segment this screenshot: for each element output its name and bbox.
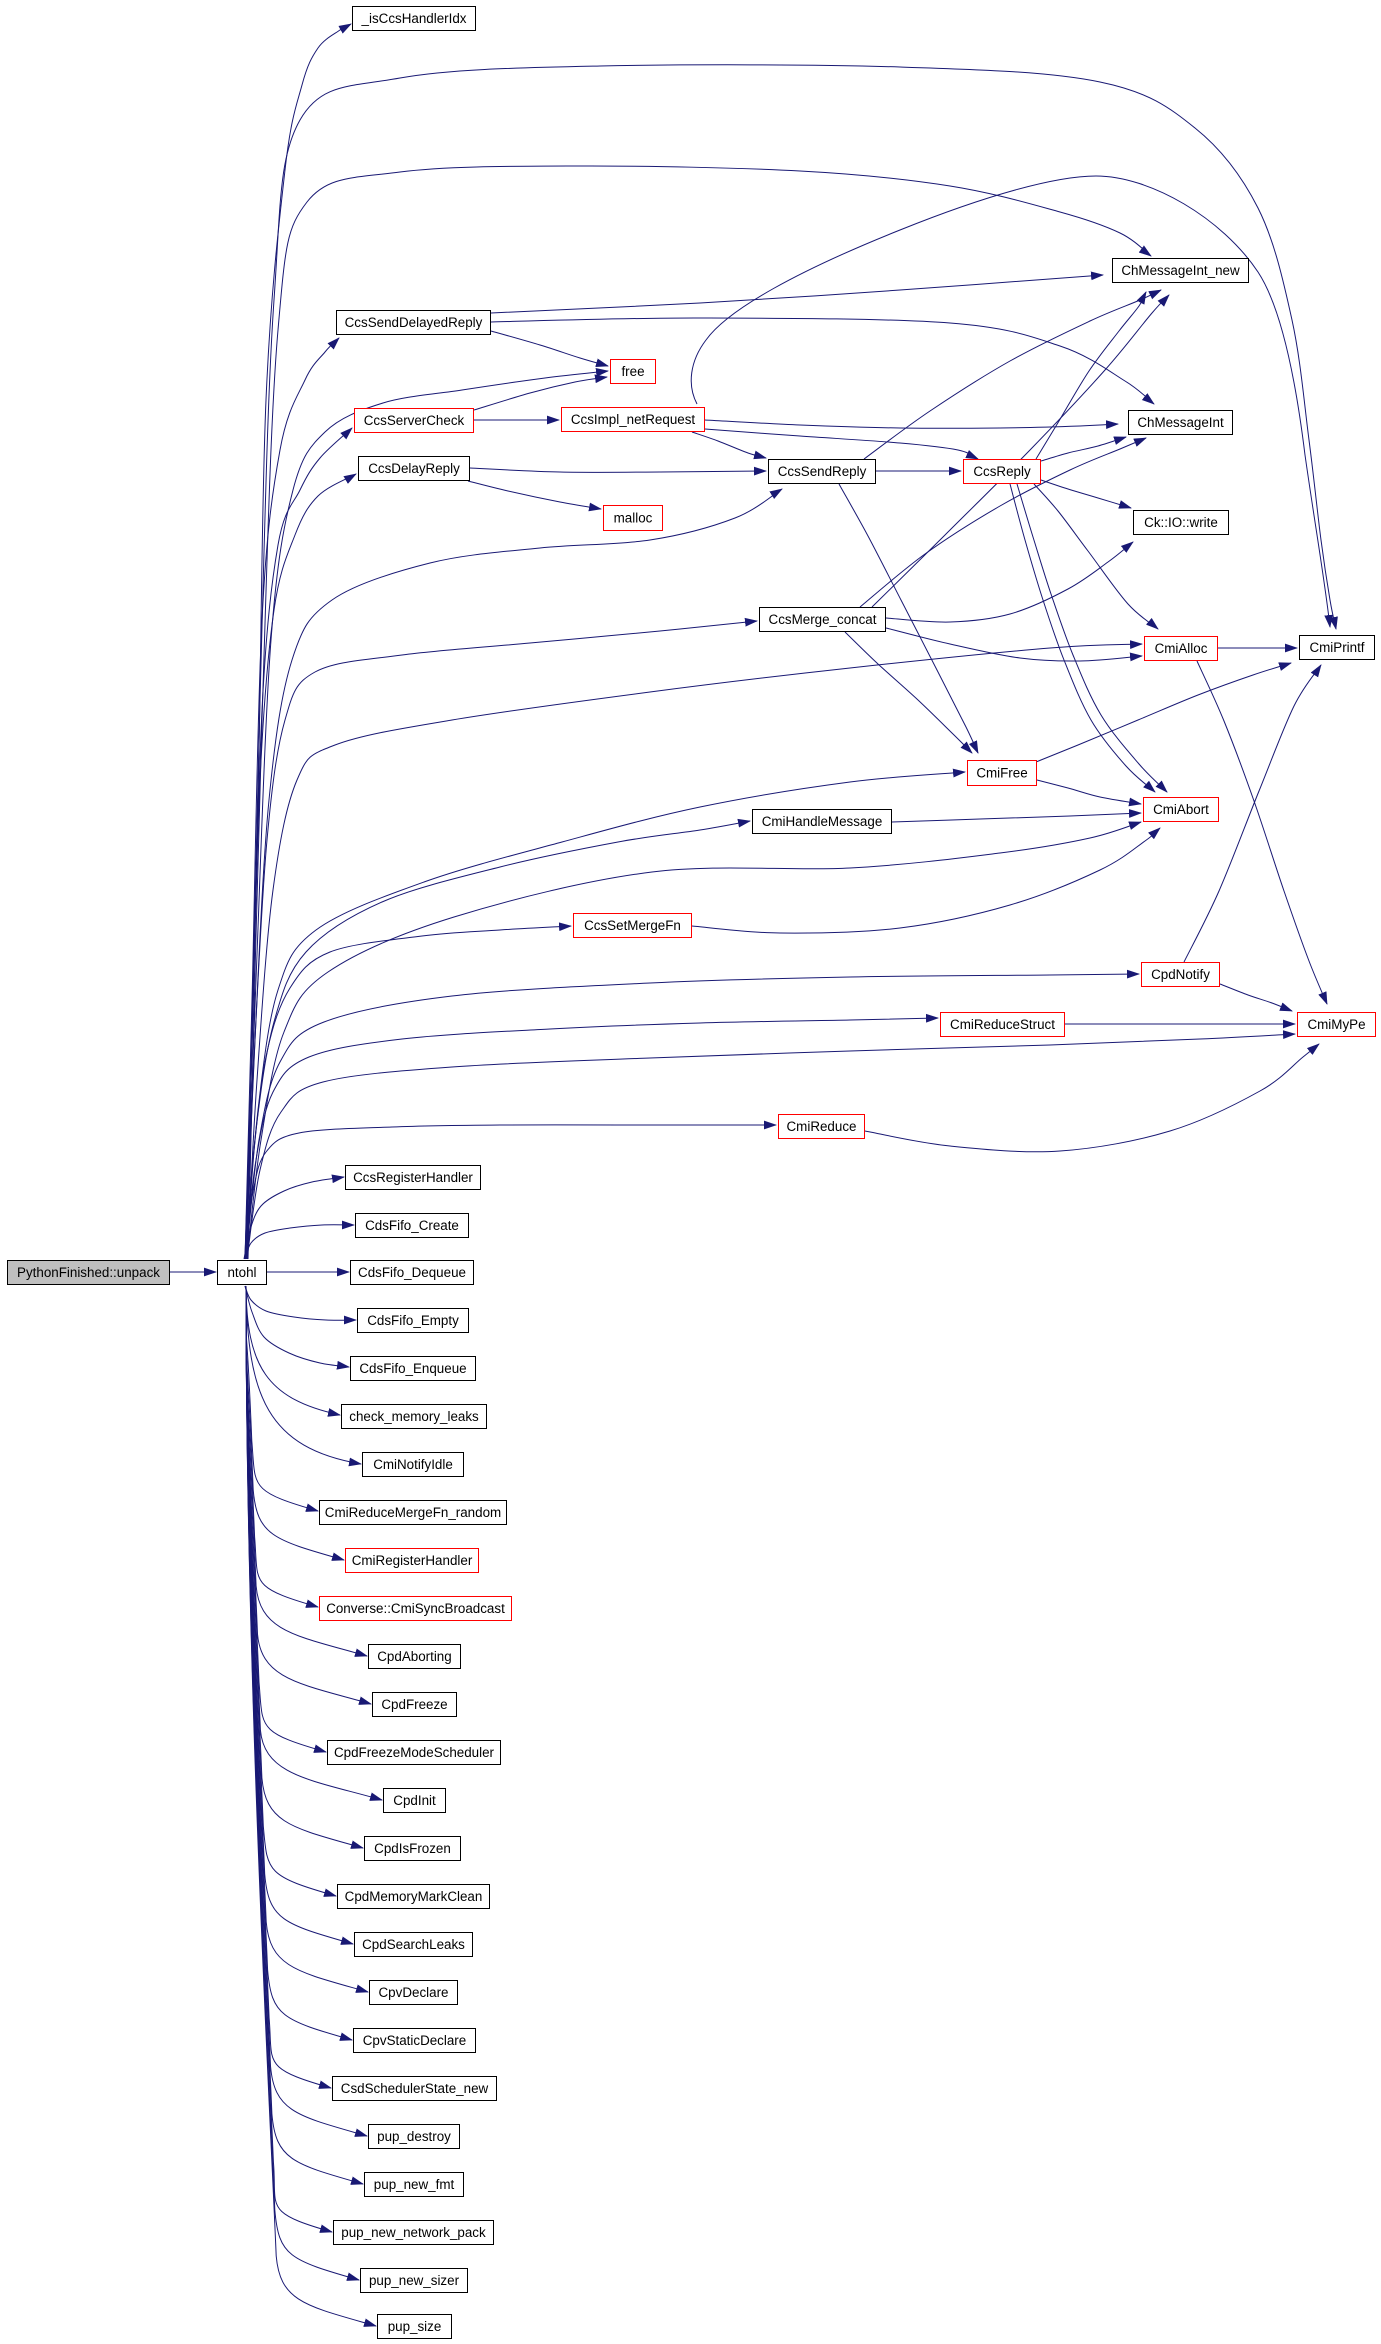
svg-text:CmiReduceMergeFn_random: CmiReduceMergeFn_random xyxy=(325,1505,501,1520)
svg-text:malloc: malloc xyxy=(614,510,653,525)
svg-text:Converse::CmiSyncBroadcast: Converse::CmiSyncBroadcast xyxy=(326,1601,505,1616)
svg-text:ChMessageInt_new: ChMessageInt_new xyxy=(1121,263,1240,278)
svg-text:CcsSendReply: CcsSendReply xyxy=(778,464,867,479)
svg-text:pup_new_network_pack: pup_new_network_pack xyxy=(341,2225,486,2240)
svg-text:CdsFifo_Empty: CdsFifo_Empty xyxy=(367,1313,459,1328)
svg-text:CmiPrintf: CmiPrintf xyxy=(1309,640,1364,655)
svg-text:CmiReduceStruct: CmiReduceStruct xyxy=(950,1017,1055,1032)
svg-text:CpdFreeze: CpdFreeze xyxy=(381,1697,447,1712)
svg-text:CpdMemoryMarkClean: CpdMemoryMarkClean xyxy=(345,1889,483,1904)
svg-text:pup_new_fmt: pup_new_fmt xyxy=(374,2177,455,2192)
svg-text:_isCcsHandlerIdx: _isCcsHandlerIdx xyxy=(361,11,467,26)
svg-text:CcsDelayReply: CcsDelayReply xyxy=(368,461,460,476)
svg-text:pup_size: pup_size xyxy=(388,2319,442,2334)
svg-text:CpdFreezeModeScheduler: CpdFreezeModeScheduler xyxy=(334,1745,495,1760)
svg-text:CdsFifo_Dequeue: CdsFifo_Dequeue xyxy=(358,1265,466,1280)
svg-text:free: free xyxy=(621,364,644,379)
svg-text:CdsFifo_Create: CdsFifo_Create xyxy=(365,1218,459,1233)
svg-text:CpvDeclare: CpvDeclare xyxy=(379,1985,449,2000)
svg-text:CmiAlloc: CmiAlloc xyxy=(1155,641,1208,656)
svg-text:CmiRegisterHandler: CmiRegisterHandler xyxy=(352,1553,473,1568)
svg-text:CpdIsFrozen: CpdIsFrozen xyxy=(374,1841,451,1856)
svg-text:CmiFree: CmiFree xyxy=(976,765,1027,780)
svg-text:Ck::IO::write: Ck::IO::write xyxy=(1144,515,1218,530)
svg-text:CcsRegisterHandler: CcsRegisterHandler xyxy=(353,1170,473,1185)
svg-text:CmiHandleMessage: CmiHandleMessage xyxy=(762,814,883,829)
svg-text:CcsMerge_concat: CcsMerge_concat xyxy=(769,612,877,627)
svg-text:ntohl: ntohl xyxy=(227,1265,256,1280)
svg-text:CcsReply: CcsReply xyxy=(973,464,1031,479)
svg-text:pup_destroy: pup_destroy xyxy=(377,2129,451,2144)
svg-text:CmiAbort: CmiAbort xyxy=(1153,802,1209,817)
svg-text:CpvStaticDeclare: CpvStaticDeclare xyxy=(363,2033,466,2048)
svg-text:CdsFifo_Enqueue: CdsFifo_Enqueue xyxy=(359,1361,466,1376)
svg-text:CpdSearchLeaks: CpdSearchLeaks xyxy=(362,1937,465,1952)
svg-text:CcsImpl_netRequest: CcsImpl_netRequest xyxy=(571,412,696,427)
svg-text:CcsSendDelayedReply: CcsSendDelayedReply xyxy=(345,315,483,330)
svg-text:CpdInit: CpdInit xyxy=(393,1793,436,1808)
svg-text:CsdSchedulerState_new: CsdSchedulerState_new xyxy=(341,2081,489,2096)
svg-text:check_memory_leaks: check_memory_leaks xyxy=(349,1409,479,1424)
svg-text:pup_new_sizer: pup_new_sizer xyxy=(369,2273,460,2288)
svg-text:CcsSetMergeFn: CcsSetMergeFn xyxy=(584,918,681,933)
svg-text:PythonFinished::unpack: PythonFinished::unpack xyxy=(17,1265,160,1280)
svg-text:CpdNotify: CpdNotify xyxy=(1151,967,1210,982)
svg-text:CmiReduce: CmiReduce xyxy=(787,1119,857,1134)
svg-text:ChMessageInt: ChMessageInt xyxy=(1137,415,1224,430)
svg-text:CpdAborting: CpdAborting xyxy=(377,1649,451,1664)
svg-text:CcsServerCheck: CcsServerCheck xyxy=(364,413,465,428)
svg-text:CmiNotifyIdle: CmiNotifyIdle xyxy=(373,1457,453,1472)
svg-text:CmiMyPe: CmiMyPe xyxy=(1307,1017,1365,1032)
